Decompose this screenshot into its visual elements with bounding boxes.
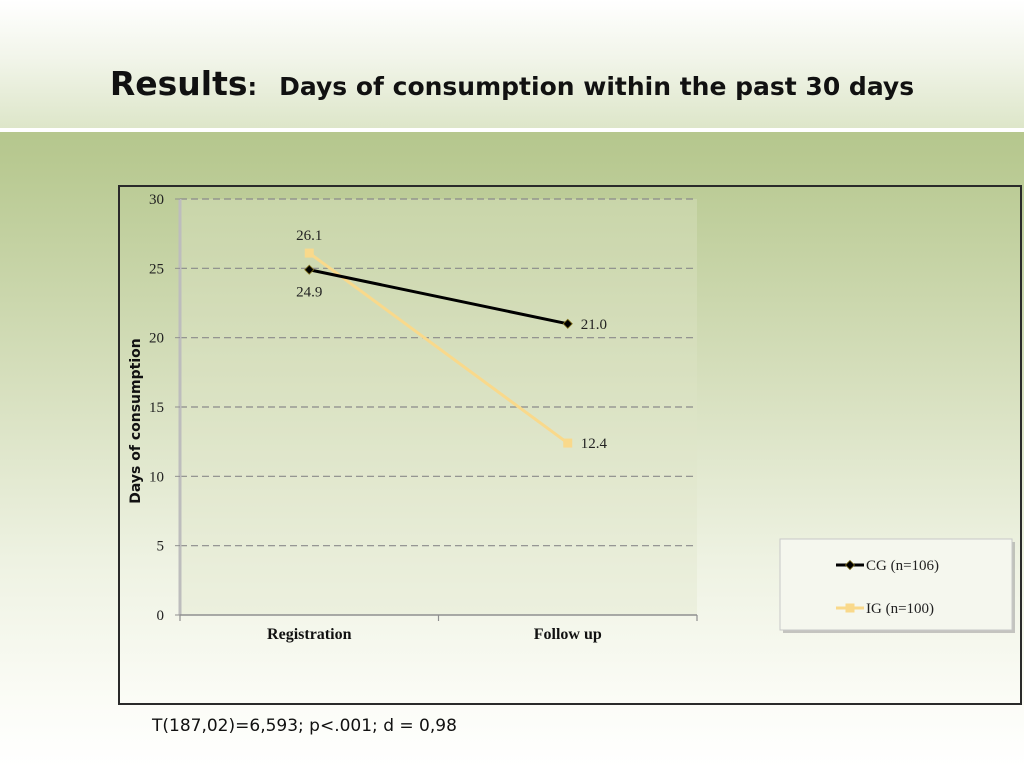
data-point-ig <box>563 438 573 448</box>
y-tick-label: 5 <box>157 539 165 555</box>
legend-label: IG (n=100) <box>866 601 934 617</box>
data-label: 21.0 <box>581 317 607 333</box>
y-tick-label: 20 <box>149 331 164 347</box>
y-tick-label: 15 <box>149 400 164 416</box>
legend-label: CG (n=106) <box>866 558 939 574</box>
y-tick-label: 25 <box>149 261 164 277</box>
legend-box <box>779 538 1013 631</box>
series-line-1 <box>308 251 569 445</box>
y-tick-label: 30 <box>149 192 164 208</box>
data-point-ig <box>304 248 314 258</box>
data-label: 12.4 <box>581 436 608 452</box>
title-main: Results <box>109 64 248 103</box>
data-label: 26.1 <box>296 228 322 244</box>
data-point-cg <box>304 264 315 275</box>
header-divider <box>0 128 1024 132</box>
title-subtitle: Days of consumption within the past 30 d… <box>279 72 915 101</box>
legend-marker <box>844 559 856 571</box>
x-category-label: Follow up <box>534 626 602 643</box>
y-axis-title: Days of consumption <box>128 338 144 503</box>
x-category-label: Registration <box>267 626 352 643</box>
slide-title: Results: Days of consumption within the p… <box>0 64 1024 103</box>
legend-marker <box>845 603 855 613</box>
title-colon: : <box>247 73 258 101</box>
title-band <box>0 0 1024 128</box>
statistics-footnote: T(187,02)=6,593; p<.001; d = 0,98 <box>152 716 457 736</box>
chart-frame: 0 5 10 15 20 25 30 Registration Follow up Days of… <box>118 185 1022 705</box>
line-chart: 0 5 10 15 20 25 30 Registration Follow up Days of… <box>128 192 1015 643</box>
y-tick-label: 10 <box>149 469 164 485</box>
series-line-0 <box>308 268 569 326</box>
y-tick-label: 0 <box>157 608 165 624</box>
data-point-cg <box>562 318 573 329</box>
data-label: 24.9 <box>296 285 322 301</box>
